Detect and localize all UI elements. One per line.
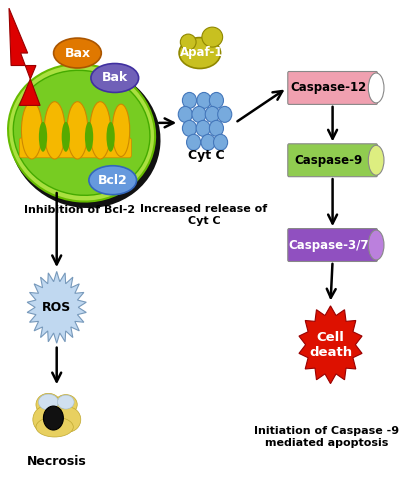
Ellipse shape [201, 134, 215, 150]
Ellipse shape [8, 64, 155, 202]
Ellipse shape [39, 394, 58, 410]
Ellipse shape [192, 106, 206, 122]
Ellipse shape [56, 407, 81, 432]
Ellipse shape [368, 73, 384, 103]
Polygon shape [9, 8, 40, 106]
Text: Bak: Bak [102, 72, 128, 85]
Ellipse shape [179, 38, 220, 68]
Ellipse shape [112, 104, 130, 156]
Ellipse shape [67, 102, 88, 159]
Text: Caspase-12: Caspase-12 [290, 82, 367, 94]
Ellipse shape [44, 102, 65, 159]
Text: Inhibition of Bcl-2: Inhibition of Bcl-2 [24, 205, 135, 215]
Ellipse shape [368, 230, 384, 260]
FancyBboxPatch shape [19, 138, 132, 158]
Ellipse shape [202, 27, 222, 47]
Ellipse shape [62, 122, 70, 152]
Ellipse shape [21, 102, 42, 159]
Ellipse shape [89, 166, 137, 194]
Text: Necrosis: Necrosis [27, 456, 87, 468]
Ellipse shape [217, 106, 232, 122]
Ellipse shape [368, 146, 384, 175]
Ellipse shape [85, 122, 93, 152]
Text: Increased release of
Cyt C: Increased release of Cyt C [140, 204, 268, 227]
FancyBboxPatch shape [288, 144, 378, 176]
Ellipse shape [180, 34, 196, 50]
Ellipse shape [44, 406, 63, 430]
Ellipse shape [36, 394, 61, 416]
Ellipse shape [186, 134, 201, 150]
Ellipse shape [196, 120, 210, 136]
Ellipse shape [90, 102, 111, 159]
Ellipse shape [210, 92, 223, 108]
Ellipse shape [210, 120, 223, 136]
Ellipse shape [214, 134, 228, 150]
Text: Cyt C: Cyt C [188, 149, 224, 162]
Ellipse shape [57, 395, 74, 409]
Text: Apaf-1: Apaf-1 [180, 46, 224, 59]
Ellipse shape [178, 106, 192, 122]
Ellipse shape [182, 92, 197, 108]
Text: Initiation of Caspase -9
mediated apoptosis: Initiation of Caspase -9 mediated apopto… [254, 426, 399, 448]
FancyBboxPatch shape [288, 72, 378, 104]
Ellipse shape [106, 122, 115, 152]
Ellipse shape [54, 394, 77, 414]
Text: ROS: ROS [42, 301, 71, 314]
Text: Caspase-9: Caspase-9 [294, 154, 362, 167]
Text: Caspase-3/7: Caspase-3/7 [288, 238, 369, 252]
Ellipse shape [33, 406, 60, 433]
Polygon shape [27, 272, 86, 343]
Polygon shape [299, 306, 362, 384]
Ellipse shape [54, 38, 101, 68]
Ellipse shape [91, 64, 139, 92]
Ellipse shape [39, 122, 47, 152]
Text: Cell
death: Cell death [309, 330, 352, 358]
Ellipse shape [197, 92, 211, 108]
FancyBboxPatch shape [288, 228, 378, 262]
Ellipse shape [9, 66, 160, 208]
Ellipse shape [13, 70, 150, 196]
Text: Bax: Bax [65, 46, 91, 60]
Ellipse shape [182, 120, 197, 136]
Ellipse shape [36, 417, 73, 437]
Text: Bcl2: Bcl2 [98, 174, 127, 186]
Ellipse shape [205, 106, 219, 122]
